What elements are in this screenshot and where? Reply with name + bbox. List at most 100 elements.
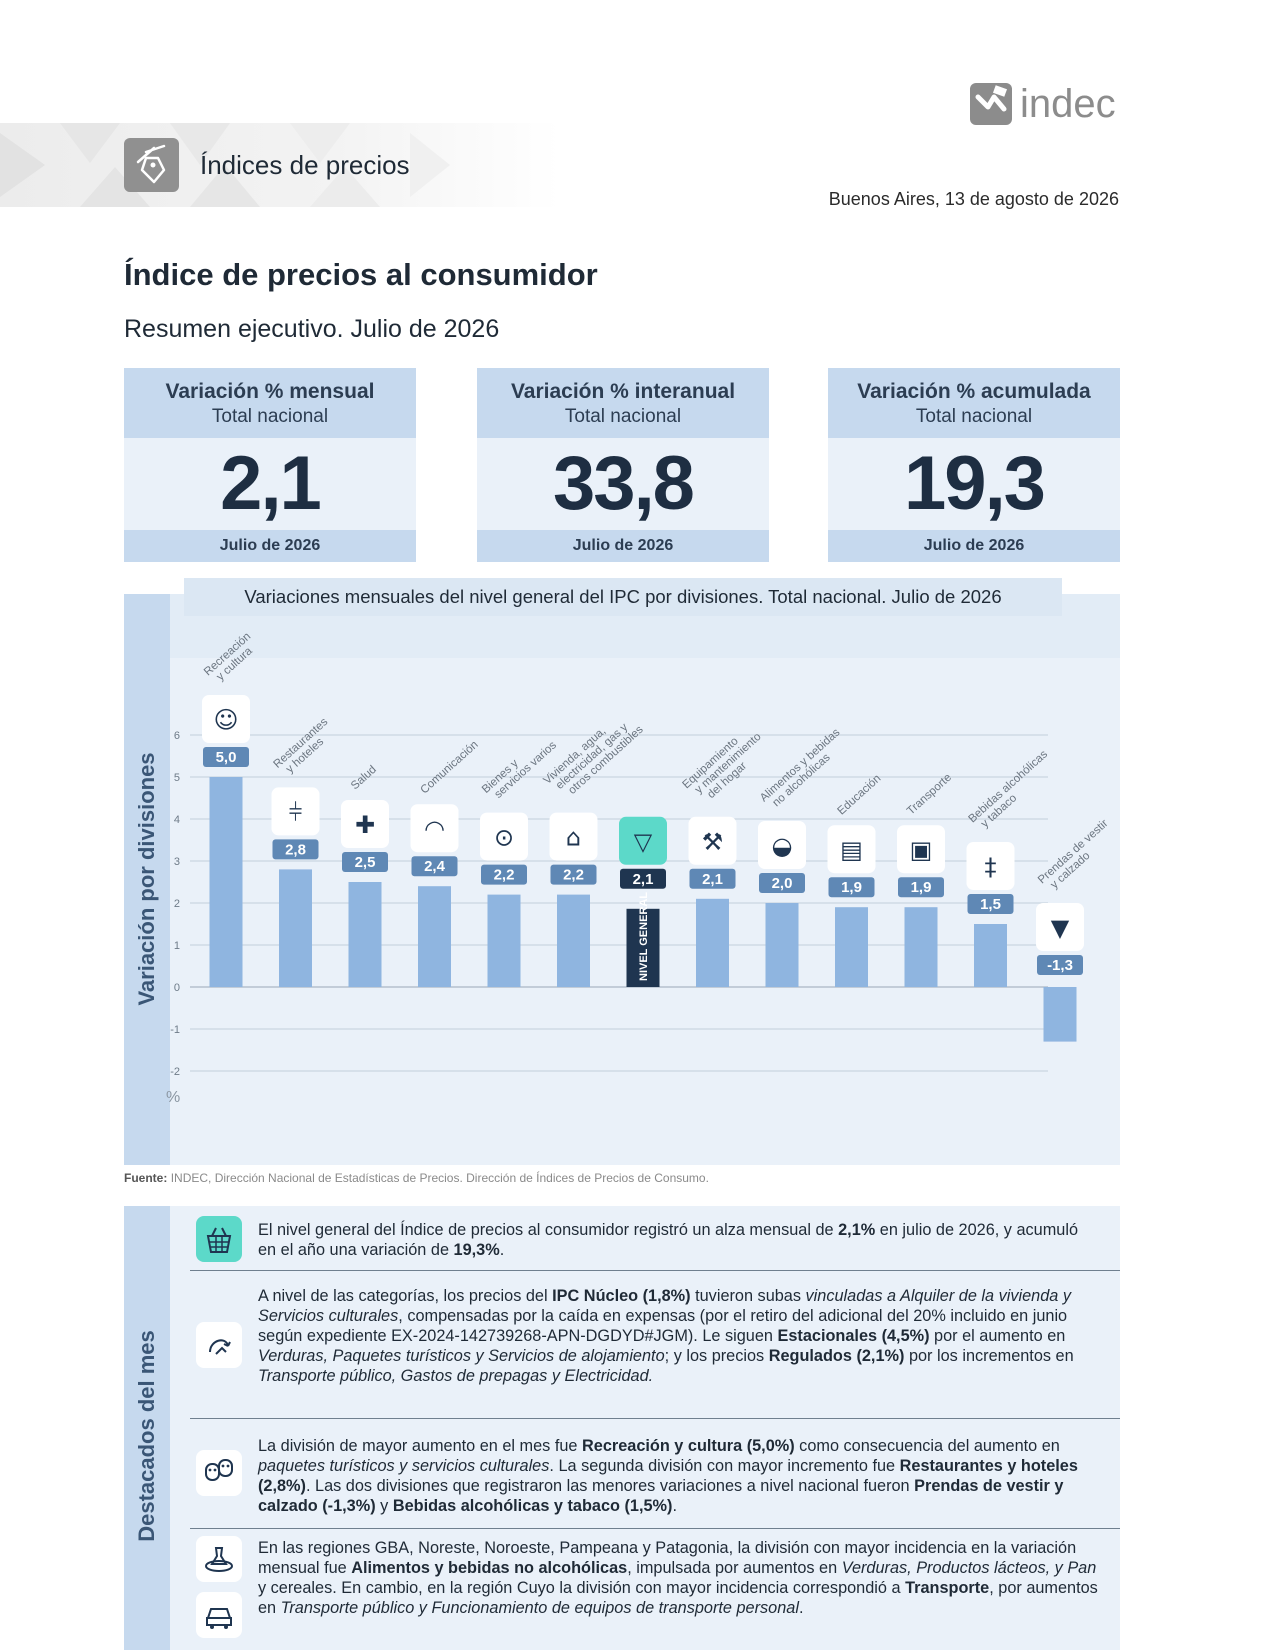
bar bbox=[835, 907, 868, 987]
price-tag-icon bbox=[124, 138, 179, 192]
highlight-run: La división de mayor aumento en el mes f… bbox=[258, 1437, 582, 1455]
section-title: Índices de precios bbox=[200, 150, 410, 180]
value-label-bg bbox=[967, 894, 1014, 914]
kpi-header: Variación % mensual Total nacional bbox=[124, 368, 416, 438]
basket-icon: ▽ bbox=[634, 828, 653, 856]
value-label-bg bbox=[203, 747, 249, 767]
highlights-panel bbox=[170, 1206, 1120, 1650]
y-tick-label: -1 bbox=[170, 1024, 180, 1036]
value-label: 2,8 bbox=[285, 841, 306, 858]
category-label: Educación bbox=[835, 773, 883, 818]
highlight-run: y bbox=[375, 1497, 393, 1515]
basket-icon bbox=[196, 1216, 242, 1262]
category-label: Comunicación bbox=[418, 739, 480, 797]
kpi-card-accumulated: Variación % acumulada Total nacional 19,… bbox=[828, 368, 1120, 562]
highlight-italic: vinculadas a Alquiler de la vivienda y S… bbox=[258, 1287, 1072, 1325]
highlight-emphasis: 2,1% bbox=[838, 1221, 876, 1239]
document-title: Índice de precios al consumidor bbox=[124, 257, 598, 292]
division-icon-tile bbox=[410, 804, 459, 853]
kpi-value: 19,3 bbox=[904, 441, 1046, 526]
kpi-title: Variación % acumulada bbox=[857, 380, 1091, 403]
trend-icon bbox=[196, 1322, 242, 1368]
highlight-emphasis: Estacionales (4,5%) bbox=[777, 1327, 930, 1345]
value-label: 2,5 bbox=[355, 854, 376, 871]
indec-logo[interactable]: indec bbox=[970, 82, 1116, 126]
category-label: Bebidas alcohólicasy tabaco bbox=[966, 748, 1058, 834]
logo-text: indec bbox=[1020, 82, 1116, 126]
kpi-value: 2,1 bbox=[220, 441, 322, 526]
category-label: Transporte bbox=[905, 772, 954, 818]
highlight-run: por los incrementos en bbox=[904, 1347, 1074, 1365]
highlight-emphasis: 19,3% bbox=[453, 1241, 500, 1259]
kpi-subtitle: Total nacional bbox=[564, 406, 682, 427]
value-label-bg bbox=[689, 868, 736, 889]
highlight-italic: Transporte público, Gastos de prepagas y… bbox=[258, 1367, 654, 1385]
highlight-run: y cereales. En cambio, en la región Cuyo… bbox=[258, 1579, 906, 1597]
highlight-italic: paquetes turísticos y servicios cultural… bbox=[258, 1457, 550, 1475]
food-icon bbox=[196, 1536, 242, 1582]
health-cross-icon: ✚ bbox=[355, 811, 375, 839]
bar bbox=[696, 898, 729, 987]
source-text: INDEC, Dirección Nacional de Estadística… bbox=[170, 1171, 709, 1185]
highlight-run: . bbox=[798, 1599, 804, 1617]
highlight-run: , compensadas por la caída en expensas (… bbox=[258, 1307, 1068, 1345]
division-icon-tile bbox=[688, 816, 737, 865]
highlight-item: La división de mayor aumento en el mes f… bbox=[190, 1420, 1120, 1529]
house-energy-icon: ⌂ bbox=[566, 824, 581, 852]
value-label: 2,0 bbox=[772, 875, 793, 892]
bottle-icon: ‡ bbox=[985, 853, 997, 881]
y-tick-label: 4 bbox=[174, 814, 180, 826]
bar bbox=[904, 907, 938, 987]
highlight-text: La división de mayor aumento en el mes f… bbox=[258, 1436, 1100, 1516]
highlight-emphasis: Recreación y cultura (5,0%) bbox=[582, 1437, 795, 1455]
highlight-run: por el aumento en bbox=[929, 1327, 1066, 1345]
kpi-header: Variación % acumulada Total nacional bbox=[828, 368, 1120, 438]
value-label: -1,3 bbox=[1047, 957, 1073, 974]
header-decorative-band bbox=[0, 123, 560, 207]
indec-logo-mark bbox=[970, 83, 1012, 125]
category-label: Alimentos y bebidasno alcohólicas bbox=[758, 726, 851, 813]
value-label-bg bbox=[759, 873, 805, 893]
kpi-card-monthly: Variación % mensual Total nacional 2,1 J… bbox=[124, 368, 416, 562]
highlight-emphasis: Bebidas alcohólicas y tabaco (1,5%) bbox=[392, 1497, 673, 1515]
highlight-run: . bbox=[499, 1241, 505, 1259]
kpi-title: Variación % interanual bbox=[510, 380, 736, 403]
highlight-italic: Transporte público y Funcionamiento de e… bbox=[280, 1599, 799, 1617]
value-label: 2,1 bbox=[633, 871, 654, 888]
y-tick-label: 2 bbox=[174, 898, 180, 910]
highlight-emphasis: Restaurantes y hoteles (2,8%) bbox=[258, 1457, 1078, 1495]
kpi-period: Julio de 2026 bbox=[477, 530, 769, 562]
value-label-bg bbox=[481, 864, 527, 885]
y-tick-label: 5 bbox=[174, 772, 180, 784]
highlight-text: En las regiones GBA, Noreste, Noroeste, … bbox=[258, 1538, 1100, 1618]
bar-general bbox=[626, 908, 660, 987]
value-label: 1,9 bbox=[841, 879, 862, 896]
highlight-item: En las regiones GBA, Noreste, Noroeste, … bbox=[190, 1530, 1120, 1650]
tshirt-icon: ▼ bbox=[1051, 914, 1070, 942]
division-icon-tile bbox=[619, 816, 667, 865]
highlight-run: , impulsada por aumentos en bbox=[627, 1559, 842, 1577]
highlight-emphasis: Prendas de vestir y calzado (-1,3%) bbox=[258, 1477, 1064, 1515]
highlight-italic: Verduras, Paquetes turísticos y Servicio… bbox=[258, 1347, 665, 1365]
division-icon-tile bbox=[480, 812, 528, 861]
highlight-emphasis: Alimentos y bebidas no alcohólicas bbox=[351, 1559, 628, 1577]
division-icon-tile bbox=[271, 787, 320, 836]
category-label: Salud bbox=[349, 764, 379, 793]
kpi-card-yearly: Variación % interanual Total nacional 33… bbox=[477, 368, 769, 562]
highlight-run: . bbox=[672, 1497, 677, 1515]
bar bbox=[348, 882, 382, 987]
food-icon: ◒ bbox=[772, 832, 793, 860]
bar bbox=[418, 886, 451, 987]
y-tick-label: 0 bbox=[174, 982, 180, 994]
category-label-line: Salud bbox=[349, 764, 379, 793]
bar bbox=[974, 924, 1007, 987]
category-label: Vivienda, agua,electricidad, gas yotros … bbox=[541, 706, 645, 805]
category-label: Prendas de vestiry calzado bbox=[1036, 817, 1119, 895]
wifi-icon: ◠ bbox=[424, 815, 445, 843]
personal-care-icon: ⊙ bbox=[494, 824, 514, 852]
highlight-emphasis: Transporte bbox=[905, 1579, 990, 1597]
car-icon: ▣ bbox=[910, 836, 933, 864]
general-bar-label: NIVEL GENERAL bbox=[638, 892, 650, 981]
highlight-item: El nivel general del Índice de precios a… bbox=[190, 1208, 1120, 1271]
